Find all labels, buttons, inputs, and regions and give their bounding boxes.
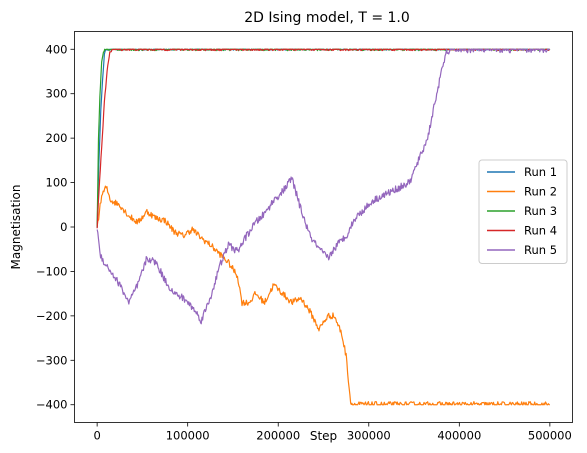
y-tick-label: −200 [36, 309, 68, 323]
legend-label: Run 3 [524, 204, 557, 218]
series-layer [96, 48, 551, 406]
legend-label: Run 5 [524, 243, 557, 257]
legend-frame [478, 159, 568, 264]
y-tick-label: 300 [46, 87, 68, 101]
x-axis: 0 100000 200000 300000 400000 500000 [93, 422, 572, 443]
x-tick-label: 100000 [166, 429, 210, 443]
x-axis-label: Step [310, 429, 337, 443]
x-tick-label: 500000 [528, 429, 572, 443]
x-tick-label: 0 [93, 429, 100, 443]
x-tick-label: 400000 [437, 429, 481, 443]
y-tick-label: −400 [36, 398, 68, 412]
y-tick-label: 200 [46, 131, 68, 145]
x-tick-label: 200000 [256, 429, 300, 443]
series-line-run-5 [96, 48, 550, 325]
y-tick-label: −300 [36, 353, 68, 367]
legend-label: Run 1 [524, 165, 557, 179]
x-tick-label: 300000 [347, 429, 391, 443]
y-tick-label: 100 [46, 176, 68, 190]
legend-label: Run 4 [524, 224, 557, 238]
y-tick-label: 0 [60, 220, 67, 234]
series-line-run-2 [96, 185, 550, 406]
y-axis-label: Magnetisation [9, 185, 23, 270]
chart-title: 2D Ising model, T = 1.0 [244, 10, 410, 26]
y-tick-label: −100 [36, 264, 68, 278]
y-axis: −400 −300 −200 −100 0 100 200 300 400 [36, 42, 75, 412]
y-tick-label: 400 [46, 42, 68, 56]
legend-label: Run 2 [524, 185, 557, 199]
legend: Run 1 Run 2 Run 3 Run 4 Run 5 [478, 159, 568, 264]
